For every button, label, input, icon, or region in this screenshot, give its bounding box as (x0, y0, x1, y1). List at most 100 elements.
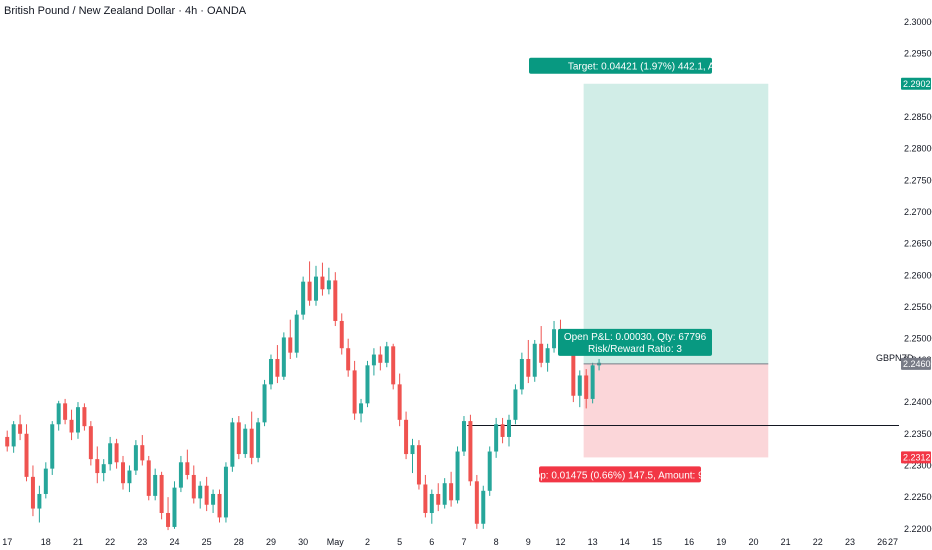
candle-body (397, 384, 402, 420)
time-axis-label: 2 (365, 537, 370, 547)
candle-body (236, 422, 241, 455)
price-axis-tick: 2.23500 (904, 429, 932, 439)
candle-body (63, 403, 68, 420)
stop-label: Stop: 0.01475 (0.66%) 147.5, Amount: 990 (525, 470, 715, 481)
price-axis-tick: 2.26500 (904, 239, 932, 249)
candle-body (449, 483, 454, 501)
price-axis-tick: 2.27500 (904, 175, 932, 185)
time-axis-label: 16 (684, 537, 694, 547)
price-axis-tick: 2.22500 (904, 492, 932, 502)
price-axis-tick: 2.25000 (904, 334, 932, 344)
candle-body (429, 493, 434, 513)
candle-body (346, 348, 351, 371)
candle-body (172, 487, 177, 527)
stop-price-tag-bg (901, 451, 931, 464)
time-axis-label: 22 (813, 537, 823, 547)
time-axis-label: 12 (555, 537, 565, 547)
candle-body (442, 483, 447, 505)
candle-body (204, 485, 209, 505)
price-axis-tick: 2.28500 (904, 112, 932, 122)
candle-body (101, 464, 106, 474)
candle-body (30, 476, 35, 509)
candle-body (5, 436, 10, 447)
candle-body (359, 403, 364, 414)
pnl-label: Open P&L: 0.00030, Qty: 67796 (564, 332, 707, 343)
candle-body (571, 345, 576, 396)
candle-body (18, 424, 23, 434)
time-axis-label: 22 (105, 537, 115, 547)
candle-body (11, 424, 16, 447)
candle-body (352, 370, 357, 414)
candle-body (577, 375, 582, 396)
candle-body (82, 407, 87, 427)
time-axis-label: 6 (429, 537, 434, 547)
time-axis-label: 28 (234, 537, 244, 547)
price-axis-tick: 2.28000 (904, 144, 932, 154)
candle-body (185, 462, 190, 475)
time-axis-label: 19 (716, 537, 726, 547)
candle-body (326, 280, 331, 290)
time-axis-label: 15 (652, 537, 662, 547)
candle-body (50, 424, 55, 469)
time-axis-label: 30 (298, 537, 308, 547)
time-axis-label: 20 (748, 537, 758, 547)
time-axis-label: 13 (588, 537, 598, 547)
candle-body (404, 419, 409, 455)
candle-body (513, 389, 518, 420)
candle-body (24, 433, 29, 477)
candle-body (468, 421, 473, 482)
candle-body (339, 320, 344, 349)
candle-body (365, 365, 370, 404)
price-axis-tick: 2.22000 (904, 524, 932, 534)
candle-body (211, 493, 216, 505)
candle-body (378, 354, 383, 363)
time-axis-label: 5 (397, 537, 402, 547)
candle-body (500, 424, 505, 437)
candle-body (539, 343, 544, 363)
candle-body (88, 426, 93, 460)
candle-body (487, 451, 492, 491)
price-axis-tick: 2.29500 (904, 49, 932, 59)
time-axis-label: 25 (202, 537, 212, 547)
candle-body (481, 490, 486, 524)
candle-body (249, 428, 254, 458)
time-axis-label: 27 (888, 537, 898, 547)
candle-body (191, 474, 196, 499)
stop-label-box (539, 466, 701, 483)
candle-body (166, 512, 171, 527)
time-axis-label: 14 (620, 537, 630, 547)
candle-body (133, 445, 138, 471)
price-axis-tick: 2.24000 (904, 397, 932, 407)
risk-reward-label: Risk/Reward Ratio: 3 (588, 344, 682, 355)
stop-price-tag: 2.23127 (903, 452, 932, 462)
candle-body (108, 443, 113, 465)
time-axis-label: 24 (169, 537, 179, 547)
candle-body (243, 428, 248, 455)
target-price-tag-bg (901, 77, 931, 90)
candle-body (223, 466, 228, 518)
time-axis-label: 18 (41, 537, 51, 547)
candle-body (301, 281, 306, 315)
candle-body (294, 314, 299, 353)
candle-body (95, 459, 100, 474)
time-axis-label: 17 (2, 537, 12, 547)
target-label: Target: 0.04421 (1.97%) 442.1, Amount: 1… (568, 61, 785, 72)
candle-body (114, 443, 119, 463)
candle-body (391, 346, 396, 385)
candle-body (217, 493, 222, 518)
time-axis-label: 7 (461, 537, 466, 547)
candle-body (474, 481, 479, 524)
candle-body (584, 375, 589, 399)
candle-body (288, 337, 293, 353)
candle-body (56, 403, 61, 425)
candle-body (153, 474, 158, 496)
price-axis-tick: 2.23000 (904, 460, 932, 470)
candle-body (371, 354, 376, 366)
candle-body (461, 421, 466, 452)
price-axis-tick: 2.27000 (904, 207, 932, 217)
time-axis-label: 26 (877, 537, 887, 547)
candle-body (423, 484, 428, 513)
candle-body (256, 422, 261, 458)
